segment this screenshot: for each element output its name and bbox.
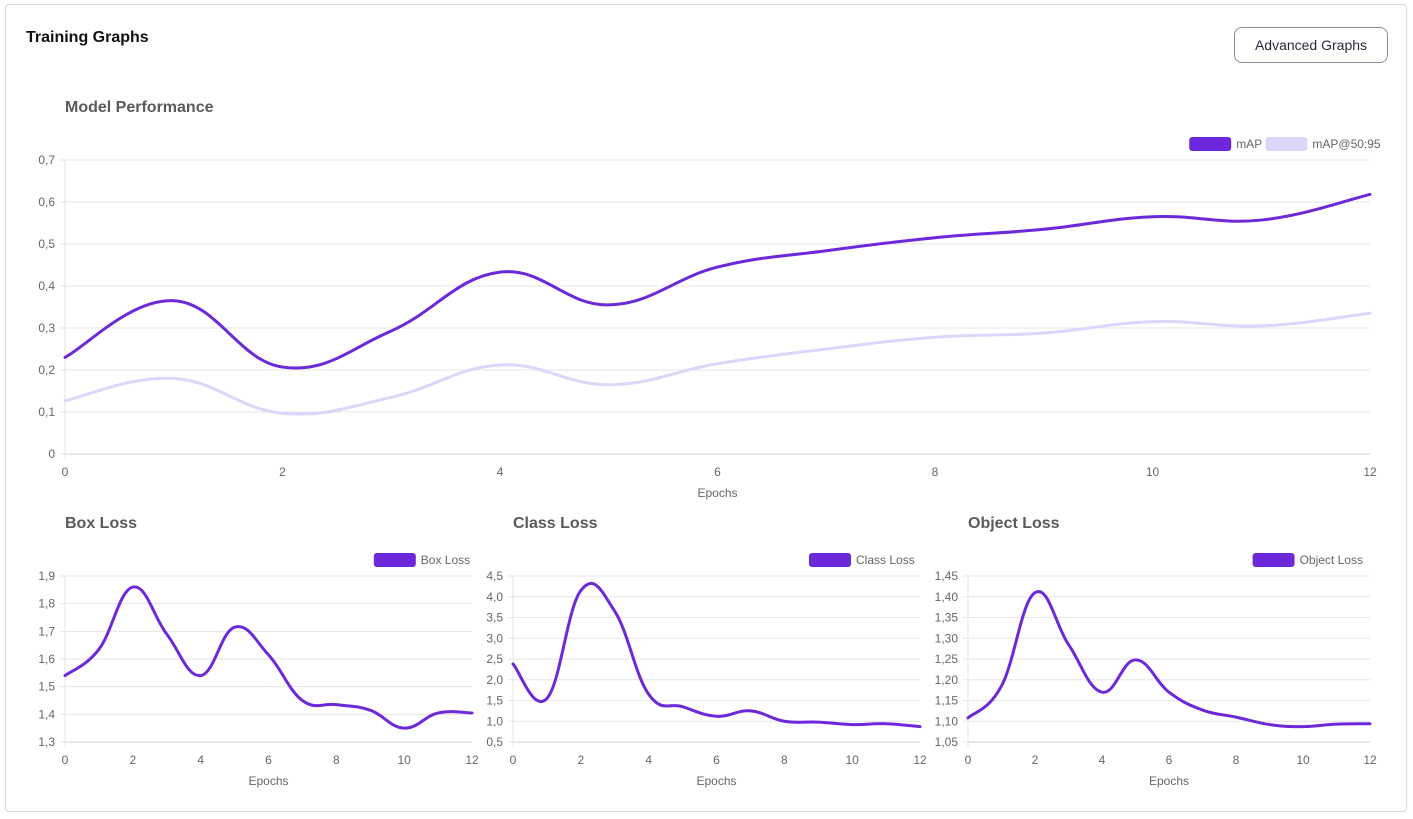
- x-tick-label: 0: [965, 753, 972, 767]
- x-tick-label: 8: [781, 753, 788, 767]
- x-tick-label: 12: [1363, 465, 1377, 479]
- y-tick-label: 0,6: [38, 195, 55, 209]
- class-loss-chart: 0,5 1,0 1,5 2,0 2,5 3,0 3,5 4,0 4,5 0 2 4 6 8 10 12 Epoc…: [486, 553, 927, 788]
- box-loss-chart: 1,3 1,4 1,5 1,6 1,7 1,8 1,9 0 2 4 6 8 10 12 Epochs Box …: [38, 553, 479, 788]
- y-tick-label: 1,45: [935, 569, 959, 583]
- y-tick-label: 1,7: [38, 624, 55, 638]
- y-tick-label: 1,25: [935, 652, 959, 666]
- y-tick-label: 3,5: [486, 611, 503, 625]
- legend-swatch[interactable]: [1189, 137, 1232, 151]
- y-tick-label: 0,2: [38, 363, 55, 377]
- series-line-box-loss: [63, 585, 474, 730]
- y-tick-label: 1,30: [935, 631, 959, 645]
- object-loss-chart-title: Object Loss: [968, 515, 1060, 532]
- x-tick-label: 6: [265, 753, 272, 767]
- y-tick-label: 0,1: [38, 405, 55, 419]
- x-tick-label: 2: [577, 753, 584, 767]
- x-tick-label: 0: [62, 753, 69, 767]
- x-tick-label: 0: [510, 753, 517, 767]
- y-tick-label: 1,9: [38, 569, 55, 583]
- x-tick-label: 8: [333, 753, 340, 767]
- y-tick-label: 1,15: [935, 694, 959, 708]
- x-tick-label: 8: [932, 465, 939, 479]
- y-tick-label: 1,8: [38, 597, 55, 611]
- y-tick-label: 1,3: [38, 735, 55, 749]
- x-tick-label: 0: [62, 465, 69, 479]
- y-tick-label: 2,5: [486, 652, 503, 666]
- y-tick-label: 1,40: [935, 590, 959, 604]
- class-loss-chart-title: Class Loss: [513, 515, 598, 532]
- legend-swatch[interactable]: [1265, 137, 1308, 151]
- x-tick-label: 12: [1363, 753, 1377, 767]
- x-tick-label: 4: [497, 465, 504, 479]
- box-loss-chart-title: Box Loss: [65, 515, 138, 532]
- y-tick-label: 2,0: [486, 673, 503, 687]
- x-tick-label: 4: [197, 753, 204, 767]
- x-tick-label: 6: [713, 753, 720, 767]
- legend-swatch[interactable]: [1252, 553, 1295, 567]
- x-axis-label: Epochs: [1149, 774, 1189, 788]
- x-tick-label: 10: [397, 753, 411, 767]
- legend-label[interactable]: mAP@50:95: [1312, 137, 1381, 151]
- y-tick-label: 0,7: [38, 153, 55, 167]
- x-tick-label: 2: [129, 753, 136, 767]
- x-tick-label: 4: [645, 753, 652, 767]
- series-line-map: [63, 192, 1372, 370]
- x-tick-label: 10: [1296, 753, 1310, 767]
- x-axis-label: Epochs: [696, 774, 736, 788]
- training-graphs-card: [5, 4, 1407, 812]
- series-line-class-loss: [511, 582, 922, 729]
- x-axis-label: Epochs: [248, 774, 288, 788]
- x-tick-label: 8: [1233, 753, 1240, 767]
- y-tick-label: 0,5: [38, 237, 55, 251]
- y-tick-label: 1,5: [38, 680, 55, 694]
- y-tick-label: 1,4: [38, 707, 55, 721]
- legend-label[interactable]: Object Loss: [1300, 553, 1363, 567]
- y-tick-label: 1,0: [486, 714, 503, 728]
- performance-chart-title: Model Performance: [65, 99, 214, 116]
- y-tick-label: 0,3: [38, 321, 55, 335]
- x-tick-label: 4: [1099, 753, 1106, 767]
- x-tick-label: 2: [279, 465, 286, 479]
- legend-label[interactable]: mAP: [1236, 137, 1262, 151]
- x-tick-label: 10: [1146, 465, 1160, 479]
- x-tick-label: 6: [714, 465, 721, 479]
- x-tick-label: 6: [1166, 753, 1173, 767]
- y-tick-label: 0,4: [38, 279, 55, 293]
- y-tick-label: 1,35: [935, 611, 959, 625]
- x-tick-label: 10: [845, 753, 859, 767]
- y-tick-label: 1,10: [935, 714, 959, 728]
- y-tick-label: 0,5: [486, 735, 503, 749]
- x-tick-label: 12: [465, 753, 479, 767]
- y-tick-label: 1,05: [935, 735, 959, 749]
- series-line-map-50-95: [63, 311, 1372, 416]
- y-tick-label: 4,0: [486, 590, 503, 604]
- legend-label[interactable]: Box Loss: [421, 553, 470, 567]
- x-tick-label: 12: [913, 753, 927, 767]
- legend-swatch[interactable]: [373, 553, 416, 567]
- y-tick-label: 1,6: [38, 652, 55, 666]
- x-tick-label: 2: [1032, 753, 1039, 767]
- legend-swatch[interactable]: [809, 553, 851, 567]
- y-tick-label: 1,20: [935, 673, 959, 687]
- x-axis-label: Epochs: [697, 486, 737, 500]
- card-title: Training Graphs: [26, 29, 149, 46]
- performance-chart: 0 0,1 0,2 0,3 0,4 0,5 0,6 0,7 0 2 4 6 8 10 12 Epochs mAP…: [38, 137, 1381, 500]
- y-tick-label: 3,0: [486, 631, 503, 645]
- series-line-object-loss: [966, 590, 1372, 729]
- y-tick-label: 4,5: [486, 569, 503, 583]
- object-loss-chart: 1,05 1,10 1,15 1,20 1,25 1,30 1,35 1,40 1,45 0 2 4 6…: [935, 553, 1377, 788]
- y-tick-label: 0: [48, 447, 55, 461]
- advanced-graphs-button[interactable]: Advanced Graphs: [1234, 27, 1388, 63]
- legend-label[interactable]: Class Loss: [856, 553, 915, 567]
- y-tick-label: 1,5: [486, 694, 503, 708]
